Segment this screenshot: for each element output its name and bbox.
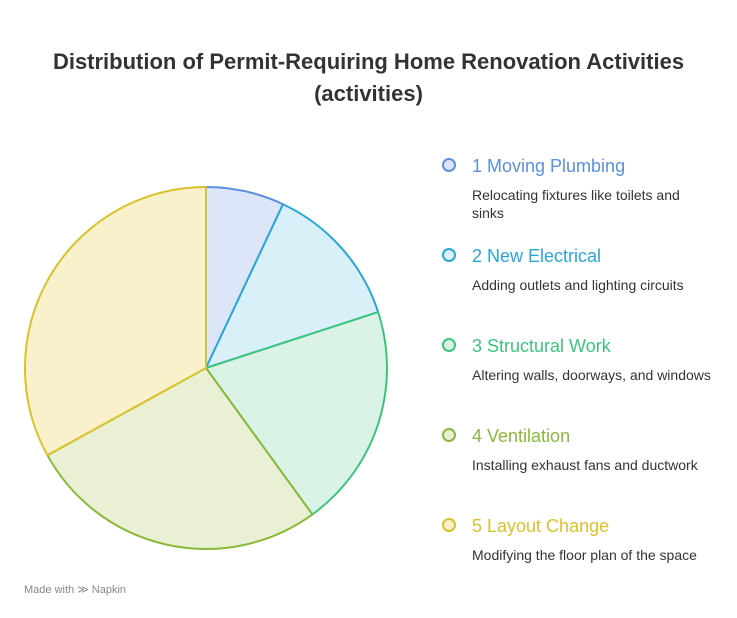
- legend-marker: [442, 248, 456, 262]
- legend-description: Altering walls, doorways, and windows: [472, 367, 711, 383]
- legend-marker: [442, 428, 456, 442]
- legend-description: Modifying the floor plan of the space: [472, 547, 697, 563]
- chart-title: Distribution of Permit-Requiring Home Re…: [52, 49, 685, 106]
- legend-description: Adding outlets and lighting circuits: [472, 277, 684, 293]
- pie-slice: [24, 186, 207, 457]
- legend-description: Relocating fixtures like toilets and sin…: [472, 187, 680, 221]
- footer-brand: Napkin: [91, 584, 127, 596]
- legend-item: 2 New Electrical Adding outlets and light…: [440, 244, 730, 334]
- legend-marker: [442, 338, 456, 352]
- footer-text: Made with: [24, 584, 75, 596]
- legend-description: Installing exhaust fans and ductwork: [472, 457, 698, 473]
- legend: 1 Moving Plumbing Relocating fixtures lik…: [440, 154, 730, 604]
- legend-item: 1 Moving Plumbing Relocating fixtures lik…: [440, 154, 730, 244]
- pie-slice: [46, 367, 314, 550]
- legend-label: 3 Structural Work: [472, 336, 611, 356]
- pie-slice: [205, 311, 388, 516]
- legend-marker: [442, 518, 456, 532]
- legend-label: 5 Layout Change: [472, 516, 610, 536]
- pie-chart: [24, 186, 388, 550]
- footer: Made with ≫ Napkin: [24, 583, 126, 596]
- pie-slice: [205, 203, 380, 369]
- legend-label: 4 Ventilation: [472, 426, 571, 446]
- legend-label: 1 Moving Plumbing: [472, 156, 626, 176]
- legend-item: 5 Layout Change Modifying the floor plan …: [440, 514, 730, 604]
- legend-marker: [442, 158, 456, 172]
- legend-item: 4 Ventilation Installing exhaust fans and…: [440, 424, 730, 514]
- legend-item: 3 Structural Work Altering walls, doorway…: [440, 334, 730, 424]
- footer-logo: ≫: [77, 584, 89, 596]
- legend-label: 2 New Electrical: [472, 246, 602, 266]
